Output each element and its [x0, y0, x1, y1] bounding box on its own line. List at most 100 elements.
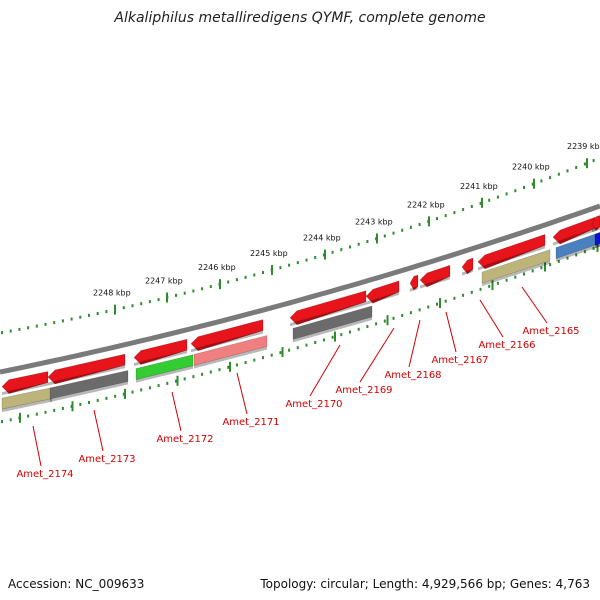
inner-ruler-dot — [375, 322, 378, 326]
inner-ruler-dot — [218, 368, 221, 372]
kbp-major-tick — [271, 265, 273, 276]
gene-leader-line — [93, 409, 104, 452]
inner-ruler-dot — [201, 372, 204, 376]
gene-shadow — [2, 382, 48, 396]
kbp-major-tick — [586, 158, 588, 169]
kbp-labels: 2239 kbp 2240 kbp 2241 kbp 2242 kbp 2243 kbp… — [93, 142, 600, 297]
outer-ruler-dot — [444, 214, 447, 218]
kbp-label: 2240 kbp — [512, 163, 550, 172]
inner-ruler-dot — [105, 396, 108, 400]
outer-ruler-dot — [235, 278, 238, 282]
outer-ruler-dot — [140, 302, 143, 306]
outer-ruler-dot — [253, 273, 256, 277]
inner-ruler-dot — [305, 343, 308, 347]
gene-label: Amet_2165 — [522, 326, 579, 337]
inner-ruler-dot — [183, 377, 186, 381]
outer-ruler-dot — [453, 211, 456, 215]
inner-ruler-dot — [279, 351, 282, 355]
inner-ruler-dot — [96, 398, 99, 402]
inner-tick-ruler — [1, 241, 599, 424]
inner-ruler-dot — [436, 302, 438, 306]
inner-ruler-dot — [418, 308, 421, 312]
outer-ruler-dot — [409, 225, 412, 229]
inner-ruler-dot — [592, 246, 595, 250]
inner-major-tick — [176, 375, 179, 386]
inner-ruler-dot — [140, 388, 143, 392]
inner-ruler-dot — [244, 361, 247, 365]
inner-ruler-dot — [331, 335, 334, 339]
outer-ruler-dot — [157, 298, 160, 302]
kbp-label: 2248 kbp — [93, 289, 131, 298]
gene-shadow — [134, 350, 187, 367]
outer-ruler-dot — [61, 319, 64, 323]
inner-ruler-dot — [296, 346, 299, 350]
outer-ruler-dot — [44, 322, 47, 326]
inner-ruler-dot — [114, 394, 117, 398]
inner-ruler-dot — [314, 341, 317, 345]
inner-ruler-dot — [209, 370, 212, 374]
inner-ruler-dot — [227, 365, 230, 369]
gene-shadow — [478, 245, 545, 271]
inner-ruler-dot — [88, 400, 90, 404]
inner-ruler-dot — [148, 386, 151, 390]
inner-ruler-dot — [444, 299, 447, 303]
inner-ruler-dot — [288, 348, 291, 352]
outer-ruler-dot — [549, 176, 552, 180]
gene-shadow — [136, 365, 193, 383]
outer-ruler-dot — [148, 300, 151, 304]
inner-ruler-dot — [427, 305, 430, 309]
kbp-label: 2244 kbp — [303, 234, 341, 243]
gene-shadow — [410, 286, 418, 292]
inner-ruler-dot — [557, 259, 560, 263]
kbp-label: 2246 kbp — [198, 263, 236, 272]
inner-ruler-dot — [340, 333, 343, 337]
gene-shadow — [556, 243, 600, 262]
kbp-label: 2241 kbp — [460, 182, 498, 191]
outer-ruler-dot — [592, 159, 595, 163]
gene-arrow-red — [190, 319, 264, 352]
inner-major-tick — [386, 315, 389, 326]
gene-shadow — [366, 291, 399, 305]
outer-ruler-dot — [279, 266, 282, 270]
outer-ruler-dot — [557, 172, 560, 176]
outer-ruler-dot — [583, 162, 586, 166]
inner-major-tick — [544, 261, 546, 272]
gene-labels: Amet_2165 Amet_2166 Amet_2167 Amet_2168 Amet… — [16, 326, 579, 480]
outer-ruler-dot — [183, 291, 186, 295]
outer-ruler-dot — [96, 312, 99, 316]
inner-ruler-dot — [514, 275, 517, 279]
kbp-major-tick — [533, 178, 535, 189]
gene-label: Amet_2167 — [431, 355, 488, 366]
gene-shadow — [2, 398, 52, 413]
outer-ruler-dot — [418, 222, 421, 226]
kbp-label: 2245 kbp — [250, 249, 288, 258]
inner-ruler-dot — [488, 284, 491, 288]
outer-ruler-dot — [35, 324, 38, 328]
inner-ruler-dot — [583, 250, 586, 254]
inner-ruler-dot — [549, 263, 552, 267]
outer-ruler-dot — [488, 198, 491, 202]
gene-arrow-gray — [49, 370, 129, 400]
gene-arrow-blue — [555, 232, 600, 260]
gene-arrow-red — [419, 264, 451, 288]
gene-label: Amet_2172 — [156, 434, 213, 445]
inner-ruler-dot — [131, 390, 134, 394]
gene-arrow-red — [47, 353, 126, 385]
inner-major-tick — [491, 280, 494, 291]
gene-shadow — [293, 316, 372, 343]
inner-ruler-dot — [462, 293, 465, 297]
gene-leader-line — [32, 425, 42, 467]
inner-ruler-dot — [540, 266, 543, 270]
inner-major-tick — [281, 347, 284, 358]
gene-shadow — [50, 381, 128, 403]
gene-shadow — [420, 276, 450, 289]
inner-major-tick — [19, 412, 21, 423]
kbp-major-tick — [481, 197, 483, 208]
outer-kbp-ruler — [1, 158, 595, 335]
inner-ruler-dot — [479, 287, 482, 291]
gene-leader-line — [171, 391, 182, 432]
outer-ruler-dot — [531, 182, 534, 186]
outer-ruler-dot — [79, 315, 82, 319]
inner-ruler-dot — [35, 412, 38, 416]
outer-ruler-dot — [305, 258, 308, 262]
